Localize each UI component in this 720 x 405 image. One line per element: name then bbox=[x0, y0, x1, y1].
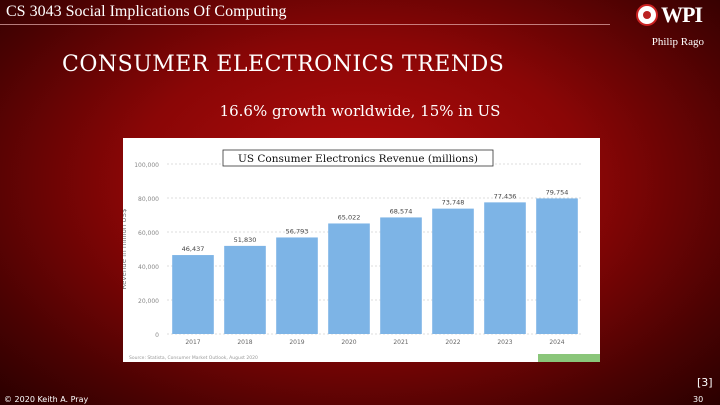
bar bbox=[224, 245, 266, 334]
bar bbox=[380, 217, 422, 334]
chart-title: US Consumer Electronics Revenue (million… bbox=[238, 153, 478, 165]
bar bbox=[172, 255, 214, 334]
bar-value-label: 65,022 bbox=[338, 213, 361, 221]
x-tick-label: 2020 bbox=[341, 339, 356, 346]
x-tick-label: 2018 bbox=[237, 339, 252, 346]
bar bbox=[484, 202, 526, 334]
bar-value-label: 51,830 bbox=[234, 236, 257, 244]
bar bbox=[276, 237, 318, 334]
x-tick-label: 2017 bbox=[185, 339, 200, 346]
page-number: 30 bbox=[693, 395, 704, 404]
chart-title-box bbox=[222, 149, 494, 167]
bar-value-label: 73,748 bbox=[442, 199, 465, 207]
y-axis-label: Revenue in million US$ bbox=[123, 209, 128, 290]
y-tick-label: 80,000 bbox=[138, 196, 159, 203]
course-title: CS 3043 Social Implications Of Computing bbox=[6, 3, 287, 20]
bar bbox=[328, 223, 370, 334]
x-tick-label: 2024 bbox=[549, 339, 564, 346]
presenter-name: Philip Rago bbox=[651, 36, 704, 48]
bar-value-label: 79,754 bbox=[546, 188, 569, 196]
chart-footer-bar bbox=[538, 354, 600, 362]
citation: [3] bbox=[697, 376, 713, 389]
y-tick-label: 40,000 bbox=[138, 264, 159, 271]
slide-subtitle: 16.6% growth worldwide, 15% in US bbox=[219, 102, 501, 120]
chart-svg: 0 20,000 40,000 60,000 80,000 100,000 Revenue … bbox=[123, 149, 583, 361]
header-divider bbox=[0, 24, 610, 25]
y-tick-label: 20,000 bbox=[138, 298, 159, 305]
x-tick-label: 2019 bbox=[289, 339, 304, 346]
bar-value-label: 68,574 bbox=[390, 207, 413, 215]
bar-value-label: 77,436 bbox=[494, 192, 517, 200]
chart-source: Source: Statista, Consumer Market Outloo… bbox=[129, 355, 258, 361]
x-tick-label: 2021 bbox=[393, 339, 408, 346]
bar bbox=[432, 208, 474, 334]
slide-title: CONSUMER ELECTRONICS TRENDS bbox=[62, 52, 505, 77]
y-tick-label: 60,000 bbox=[138, 230, 159, 237]
copyright: © 2020 Keith A. Pray bbox=[4, 395, 89, 404]
wpi-logo: WPI bbox=[636, 2, 703, 28]
bar-value-label: 56,793 bbox=[286, 227, 309, 235]
logo-text: WPI bbox=[661, 2, 703, 27]
bar bbox=[536, 198, 578, 334]
bar-value-label: 46,437 bbox=[182, 245, 205, 253]
x-tick-label: 2022 bbox=[445, 339, 460, 346]
y-tick-label: 100,000 bbox=[134, 162, 159, 169]
y-tick-label: 0 bbox=[155, 332, 159, 339]
revenue-chart: 0 20,000 40,000 60,000 80,000 100,000 Revenue … bbox=[123, 138, 600, 362]
seal-icon bbox=[636, 4, 658, 26]
x-tick-label: 2023 bbox=[497, 339, 512, 346]
